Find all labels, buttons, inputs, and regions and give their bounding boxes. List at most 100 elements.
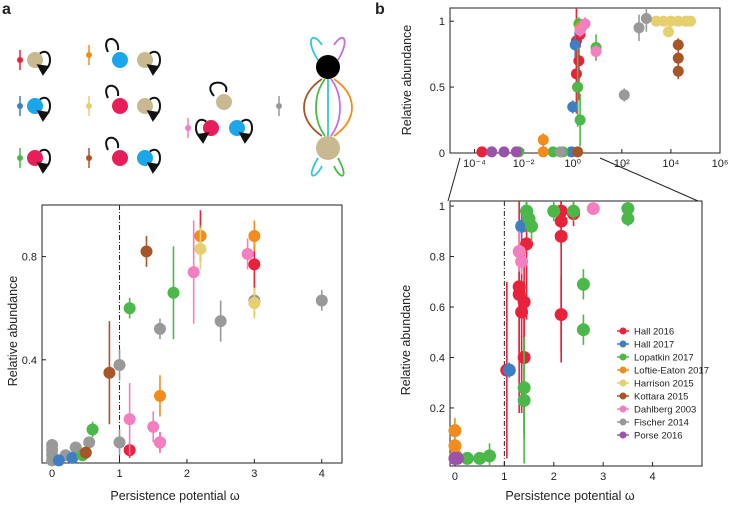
- data-point: [576, 277, 590, 291]
- host-node: [137, 52, 153, 68]
- legend-pin-dot: [86, 155, 92, 161]
- data-point: [621, 202, 635, 216]
- data-point: [633, 22, 645, 34]
- y-tick-label: 1: [439, 16, 445, 28]
- host-node: [27, 52, 43, 68]
- legend-pin-dot: [86, 52, 92, 58]
- data-point: [640, 13, 652, 25]
- self-loop-arrow: [195, 118, 210, 144]
- legend-label: Fischer 2014: [634, 418, 689, 429]
- legend-pin-dot: [276, 103, 282, 109]
- data-point: [510, 146, 522, 158]
- legend-marker: [619, 418, 627, 426]
- host-node: [229, 120, 245, 136]
- x-tick-label: 10⁴: [662, 158, 679, 170]
- x-tick-label: 10⁶: [712, 158, 729, 170]
- data-point: [153, 322, 166, 335]
- data-point: [483, 449, 497, 463]
- host-node: [27, 98, 43, 114]
- x-tick-label: 10⁰: [564, 158, 581, 170]
- chart-a-xlabel: Persistence potential ω: [110, 489, 240, 503]
- loop-arrow: [105, 136, 120, 151]
- legend-pin-dot: [185, 125, 191, 131]
- data-point: [140, 245, 153, 258]
- data-point: [52, 454, 65, 467]
- data-point: [153, 436, 166, 449]
- zoom-line-right: [599, 157, 699, 202]
- data-point: [241, 248, 254, 261]
- x-tick-label: 1: [501, 471, 507, 483]
- data-point: [586, 202, 600, 216]
- data-point: [525, 219, 539, 233]
- x-tick-label: 1: [116, 468, 122, 480]
- legend-pin-dot: [17, 155, 23, 161]
- data-point: [486, 146, 498, 158]
- y-tick-label: 0.8: [22, 252, 37, 264]
- y-tick-label: 0: [439, 148, 445, 160]
- data-point: [554, 146, 566, 158]
- legend: Hall 2016 Hall 2017 Lopatkin 2017 Loftie-Ea…: [617, 327, 709, 442]
- chart-b-bottom-marks: 0 1 2 3 4 0.2 0.4 0.6 0.8 1: [430, 200, 703, 483]
- interaction-arrow: [333, 36, 346, 61]
- x-tick-label: 0: [452, 471, 458, 483]
- chart-b-bottom-ylabel: Relative abundance: [399, 285, 413, 396]
- legend-pin-dot: [86, 103, 92, 109]
- data-point: [460, 451, 474, 465]
- self-loop-arrow: [36, 148, 51, 174]
- host-node: [112, 98, 128, 114]
- data-point: [502, 363, 516, 377]
- x-tick-label: 10⁻²: [513, 158, 535, 170]
- data-point: [574, 24, 586, 36]
- host-node: [112, 52, 128, 68]
- panel-b-letter: b: [375, 1, 385, 18]
- chart-b-top-marks: 10⁻⁴ 10⁻² 10⁰ 10² 10⁴ 10⁶ 0 0.5 1: [430, 7, 729, 170]
- data-point: [83, 436, 96, 449]
- data-point: [517, 393, 531, 407]
- data-point: [672, 52, 684, 64]
- chart-b-bottom-xlabel: Persistence potential ω: [505, 489, 635, 503]
- legend-marker: [619, 379, 627, 387]
- x-tick-label: 3: [251, 468, 257, 480]
- host-node: [137, 98, 153, 114]
- legend-label: Hall 2016: [634, 327, 674, 338]
- legend-pin-dot: [17, 57, 23, 63]
- chart-a-marks: 0 1 2 3 4 0.4 0.8: [22, 204, 343, 480]
- data-point: [573, 55, 585, 67]
- x-tick-label: 0: [49, 468, 55, 480]
- y-tick-label: 0.8: [430, 252, 445, 264]
- host-node: [203, 120, 219, 136]
- data-point: [187, 266, 200, 279]
- data-point: [515, 255, 529, 269]
- x-tick-label: 10⁻⁴: [463, 158, 486, 170]
- legend-label: Porse 2016: [634, 431, 683, 442]
- host-node: [137, 150, 153, 166]
- interaction-arrow: [310, 36, 323, 61]
- legend-marker: [619, 405, 627, 413]
- x-tick-label: 10²: [614, 158, 630, 170]
- loop-arrow: [105, 84, 120, 99]
- self-loop-arrow: [36, 96, 51, 122]
- y-tick-label: 0.6: [430, 302, 445, 314]
- interaction-arrow: [310, 157, 323, 177]
- host-node: [216, 94, 232, 110]
- data-point: [572, 81, 584, 93]
- host-node: [316, 55, 340, 79]
- data-point: [103, 366, 116, 379]
- data-point: [672, 39, 684, 51]
- y-tick-label: 1: [439, 201, 445, 213]
- self-loop-arrow: [146, 148, 161, 174]
- self-loop-arrow: [36, 50, 51, 76]
- data-point: [498, 146, 510, 158]
- data-point: [537, 146, 549, 158]
- data-point: [153, 389, 166, 402]
- x-tick-label: 4: [319, 468, 325, 480]
- data-point: [113, 436, 126, 449]
- data-point: [123, 413, 136, 426]
- network-schematic: [17, 36, 353, 177]
- chart-b-bottom-scatter: 0 1 2 3 4 0.2 0.4 0.6 0.8 1 Persistence potential…: [399, 200, 709, 503]
- legend-marker: [619, 366, 627, 374]
- host-node: [27, 150, 43, 166]
- data-point: [621, 212, 635, 226]
- loop-arrow: [209, 81, 228, 97]
- data-point: [86, 423, 99, 436]
